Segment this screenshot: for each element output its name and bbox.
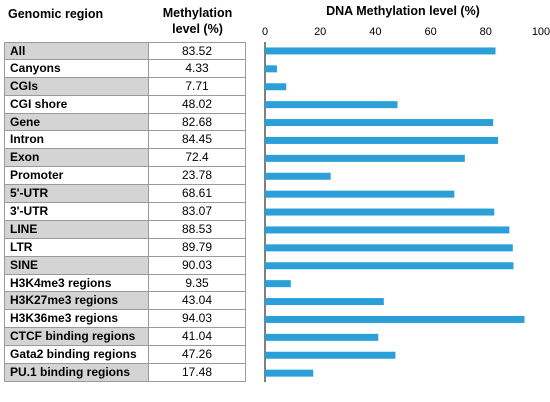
region-name: H3K4me3 regions — [5, 274, 149, 292]
methylation-value: 83.07 — [181, 204, 213, 219]
chart-title: DNA Methylation level (%) — [326, 4, 480, 18]
bar — [265, 262, 514, 270]
methylation-value: 88.53 — [181, 221, 213, 236]
x-tick-label: 0 — [262, 26, 268, 38]
region-name: PU.1 binding regions — [5, 364, 149, 381]
bar — [265, 136, 499, 144]
methylation-value: 23.78 — [181, 168, 213, 183]
methylation-value: 9.35 — [185, 275, 209, 290]
table-row: CGI shore 48.02 — [4, 95, 246, 114]
methylation-value: 83.52 — [181, 44, 213, 58]
methylation-value: 17.48 — [181, 365, 213, 380]
x-tick-label: 100 — [532, 26, 550, 38]
table-row: H3K4me3 regions 9.35 — [4, 274, 246, 293]
bar — [265, 226, 510, 234]
methylation-table: All 83.52 Canyons 4.33 CGIs 7.71 CGI shore 48.0… — [4, 42, 246, 382]
methylation-value: 47.26 — [181, 347, 213, 362]
region-name: CGI shore — [5, 95, 149, 113]
methylation-value: 84.45 — [181, 132, 213, 147]
table-row: 3'-UTR 83.07 — [4, 203, 246, 221]
table-row: H3K27me3 regions 43.04 — [4, 292, 246, 311]
methylation-value: 68.61 — [181, 186, 213, 201]
table-row: Promoter 23.78 — [4, 167, 246, 186]
bar — [265, 47, 496, 55]
column-header-methylation-level: Methylation level (%) — [150, 5, 245, 37]
bar — [265, 315, 525, 323]
methylation-value: 43.04 — [181, 293, 213, 308]
bar — [265, 369, 314, 377]
region-name: Gata2 binding regions — [5, 346, 149, 364]
region-name: 3'-UTR — [5, 203, 149, 220]
bar — [265, 172, 331, 180]
bar — [265, 119, 494, 127]
bar — [265, 208, 495, 216]
region-name: Canyons — [5, 59, 149, 77]
column-header-level-line2: level (%) — [172, 22, 223, 36]
table-row: H3K36me3 regions 94.03 — [4, 310, 246, 329]
x-tick-label: 40 — [369, 26, 381, 38]
methylation-value: 4.33 — [185, 60, 209, 75]
table-row: CTCF binding regions 41.04 — [4, 328, 246, 347]
methylation-value: 7.71 — [185, 78, 209, 93]
table-header: Genomic region Methylation level (%) — [0, 0, 245, 42]
bar — [265, 101, 398, 109]
table-row: PU.1 binding regions 17.48 — [4, 364, 246, 382]
region-name: Exon — [5, 149, 149, 167]
table-row: Exon 72.4 — [4, 149, 246, 168]
bar — [265, 333, 379, 341]
table-row: Intron 84.45 — [4, 131, 246, 150]
region-name: H3K36me3 regions — [5, 310, 149, 328]
table-row: SINE 90.03 — [4, 256, 246, 275]
methylation-value: 82.68 — [181, 114, 213, 129]
region-name: SINE — [5, 256, 149, 274]
x-tick-label: 80 — [480, 26, 492, 38]
bar — [265, 190, 455, 198]
region-name: All — [5, 43, 149, 59]
region-name: CTCF binding regions — [5, 328, 149, 346]
region-name: LTR — [5, 238, 149, 256]
table-row: Gene 82.68 — [4, 113, 246, 132]
methylation-value: 94.03 — [181, 311, 213, 326]
bar — [265, 65, 277, 73]
table-row: LTR 89.79 — [4, 238, 246, 257]
region-name: H3K27me3 regions — [5, 292, 149, 310]
table-row: Canyons 4.33 — [4, 59, 246, 78]
methylation-value: 89.79 — [181, 239, 213, 254]
methylation-value: 41.04 — [181, 329, 213, 344]
region-name: CGIs — [5, 77, 149, 95]
table-row: Gata2 binding regions 47.26 — [4, 346, 246, 365]
table-row: CGIs 7.71 — [4, 77, 246, 96]
region-name: Promoter — [5, 167, 149, 185]
region-name: Intron — [5, 131, 149, 149]
bar — [265, 280, 291, 288]
bar — [265, 351, 396, 359]
methylation-value: 72.4 — [185, 150, 209, 165]
x-tick-label: 20 — [314, 26, 326, 38]
bar — [265, 154, 465, 162]
column-header-level-line1: Methylation — [162, 6, 233, 20]
column-header-region: Genomic region — [8, 7, 104, 21]
bar — [265, 244, 513, 252]
methylation-value: 90.03 — [181, 257, 213, 272]
table-row: LINE 88.53 — [4, 220, 246, 239]
methylation-value: 48.02 — [181, 96, 213, 111]
table-row: 5'-UTR 68.61 — [4, 185, 246, 204]
x-tick-label: 60 — [424, 26, 436, 38]
bar — [265, 83, 287, 91]
region-name: LINE — [5, 220, 149, 238]
region-name: Gene — [5, 113, 149, 131]
bar — [265, 298, 384, 306]
table-row: All 83.52 — [4, 42, 246, 60]
region-name: 5'-UTR — [5, 185, 149, 203]
